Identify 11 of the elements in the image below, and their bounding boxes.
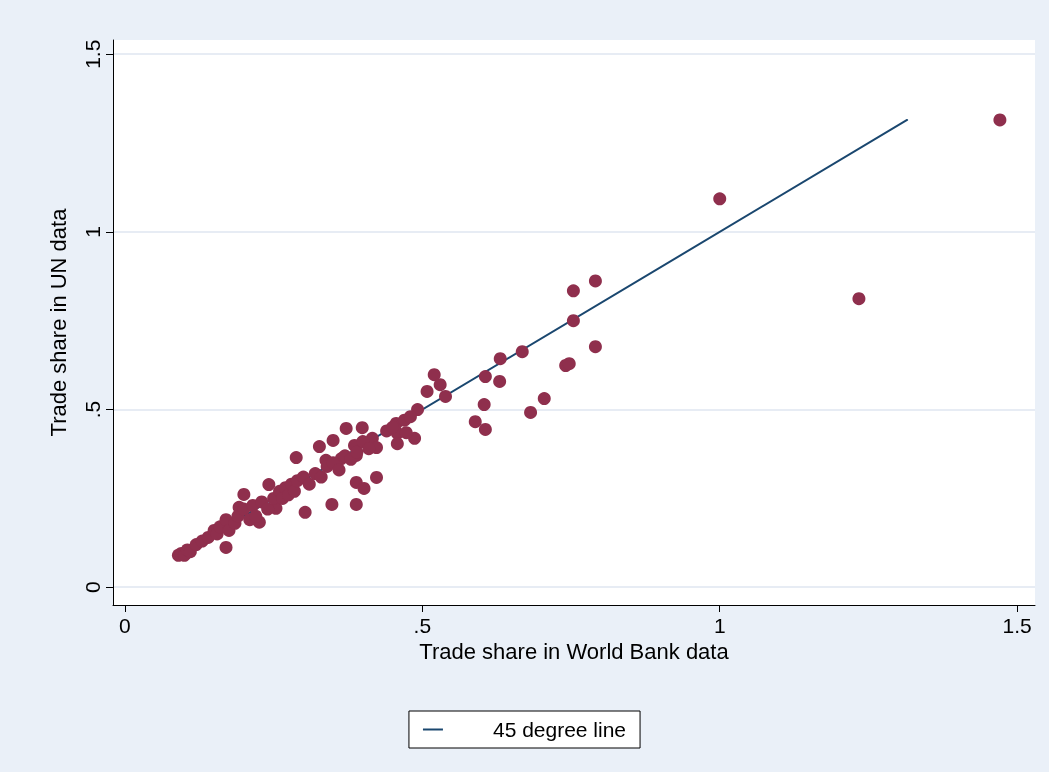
y-axis-title: Trade share in UN data: [45, 207, 71, 437]
y-tick-label: 1.5: [81, 39, 104, 69]
y-tick-label: .5: [81, 400, 104, 419]
x-tick-label: 0: [119, 614, 131, 637]
x-tick-label: 1: [713, 614, 726, 637]
legend-label: 45 degree line: [492, 718, 627, 741]
y-tick-label: 0: [81, 581, 104, 594]
x-tick-label: 1.5: [1002, 614, 1032, 637]
x-tick-label: .5: [413, 614, 432, 637]
x-axis-title: Trade share in World Bank data: [419, 639, 730, 665]
y-tick-label: 1: [81, 226, 104, 238]
